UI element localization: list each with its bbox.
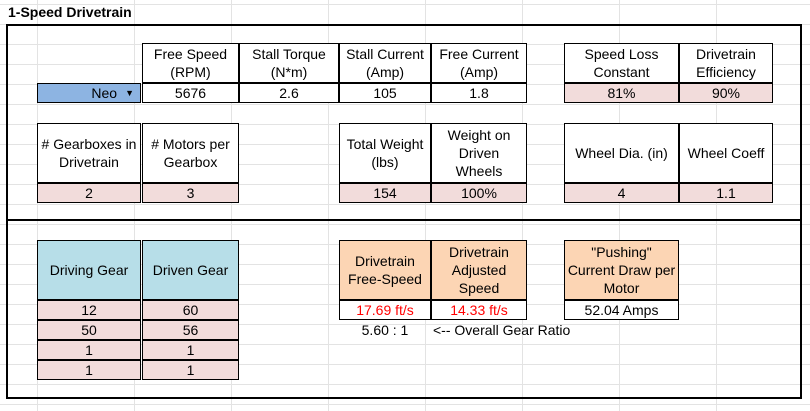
motor-select-value: Neo <box>91 85 118 101</box>
header-stall-current: Stall Current (Amp) <box>339 43 431 83</box>
value-motors-per-gearbox[interactable]: 3 <box>142 183 239 203</box>
header-total-weight: Total Weight (lbs) <box>339 123 431 183</box>
header-efficiency: Drivetrain Efficiency <box>679 43 773 83</box>
header-drivetrain-free-speed: Drivetrain Free-Speed <box>339 240 431 300</box>
value-gearboxes[interactable]: 2 <box>37 183 141 203</box>
value-total-weight[interactable]: 154 <box>339 183 431 203</box>
value-speed-loss[interactable]: 81% <box>564 83 679 103</box>
gear-row-4-driving[interactable]: 1 <box>37 360 141 380</box>
header-pushing-current: "Pushing" Current Draw per Motor <box>564 240 679 300</box>
header-driven-gear: Driven Gear <box>142 240 239 300</box>
gear-row-3-driving[interactable]: 1 <box>37 340 141 360</box>
value-drivetrain-adjusted-speed: 14.33 ft/s <box>431 300 527 320</box>
gear-row-1-driven[interactable]: 60 <box>142 300 239 320</box>
header-free-speed: Free Speed (RPM) <box>142 43 239 83</box>
value-gear-ratio: 5.60 : 1 <box>361 322 409 338</box>
value-free-speed[interactable]: 5676 <box>142 83 239 103</box>
value-stall-torque[interactable]: 2.6 <box>239 83 339 103</box>
value-wheel-dia[interactable]: 4 <box>564 183 679 203</box>
header-wheel-dia: Wheel Dia. (in) <box>564 123 679 183</box>
header-weight-on-driven: Weight on Driven Wheels <box>431 123 527 183</box>
header-speed-loss: Speed Loss Constant <box>564 43 679 83</box>
value-efficiency[interactable]: 90% <box>679 83 773 103</box>
header-stall-torque: Stall Torque (N*m) <box>239 43 339 83</box>
gear-row-2-driving[interactable]: 50 <box>37 320 141 340</box>
gear-ratio-note: <-- Overall Gear Ratio <box>433 322 571 338</box>
value-drivetrain-free-speed: 17.69 ft/s <box>339 300 431 320</box>
header-driving-gear: Driving Gear <box>37 240 141 300</box>
header-free-current: Free Current (Amp) <box>431 43 527 83</box>
gear-row-3-driven[interactable]: 1 <box>142 340 239 360</box>
gear-row-1-driving[interactable]: 12 <box>37 300 141 320</box>
value-wheel-coeff[interactable]: 1.1 <box>679 183 773 203</box>
value-pushing-current: 52.04 Amps <box>564 300 679 320</box>
motor-select[interactable]: Neo ▼ <box>37 83 141 103</box>
header-drivetrain-adjusted-speed: Drivetrain Adjusted Speed <box>431 240 527 300</box>
gearing-section <box>6 219 802 399</box>
header-motors-per-gearbox: # Motors per Gearbox <box>142 123 239 183</box>
value-stall-current[interactable]: 105 <box>339 83 431 103</box>
header-gearboxes: # Gearboxes in Drivetrain <box>37 123 141 183</box>
caret-down-icon[interactable]: ▼ <box>125 88 134 98</box>
value-weight-on-driven[interactable]: 100% <box>431 183 527 203</box>
value-free-current[interactable]: 1.8 <box>431 83 527 103</box>
sheet-title: 1-Speed Drivetrain <box>8 4 132 20</box>
gear-row-2-driven[interactable]: 56 <box>142 320 239 340</box>
header-wheel-coeff: Wheel Coeff <box>679 123 773 183</box>
gear-row-4-driven[interactable]: 1 <box>142 360 239 380</box>
